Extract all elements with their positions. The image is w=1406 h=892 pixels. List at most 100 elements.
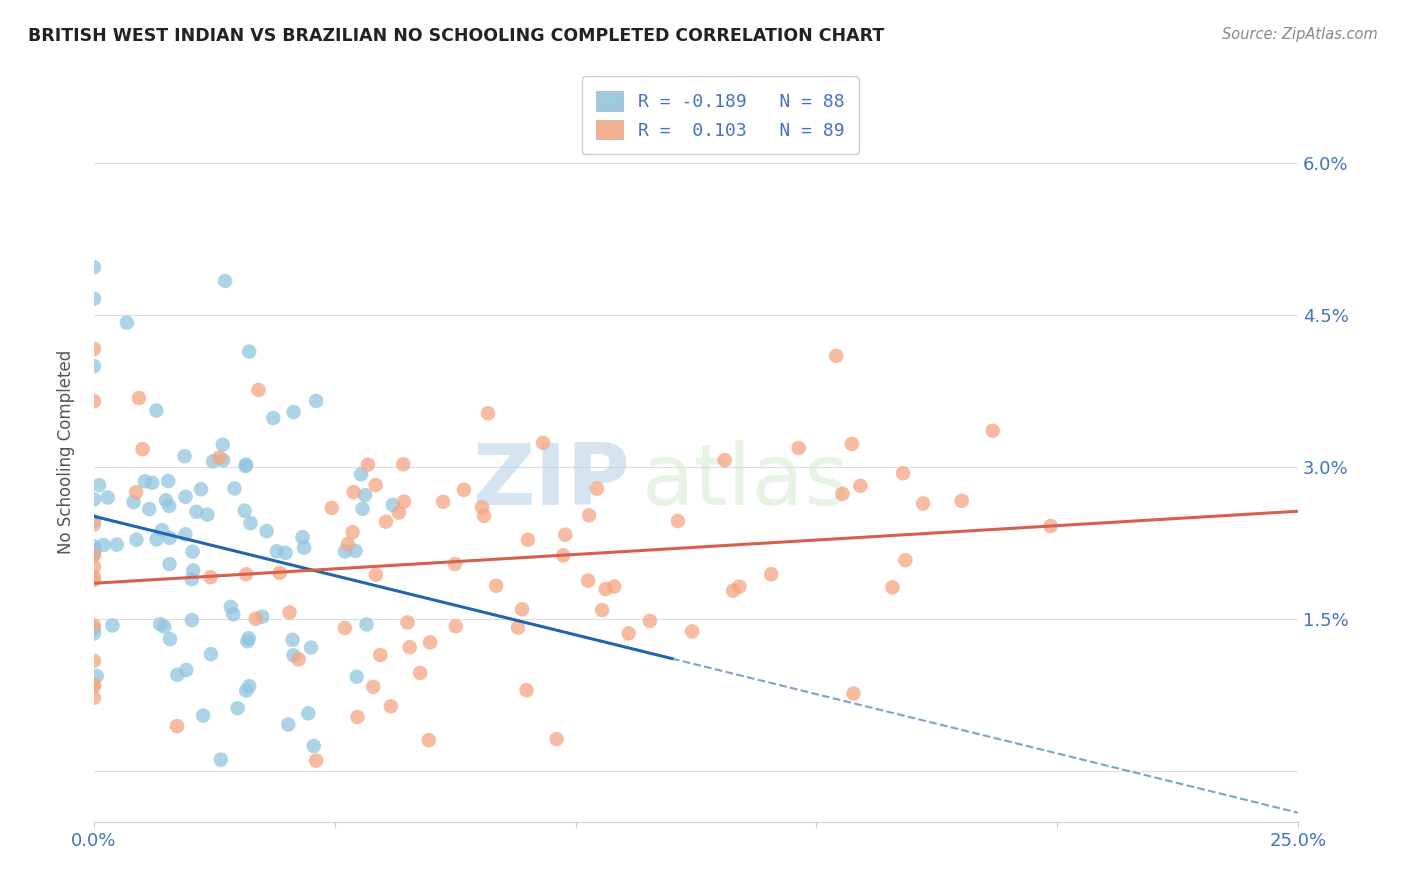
- Brazilians: [825, 349, 848, 363]
- Text: BRITISH WEST INDIAN VS BRAZILIAN NO SCHOOLING COMPLETED CORRELATION CHART: BRITISH WEST INDIAN VS BRAZILIAN NO SCHO…: [28, 27, 884, 45]
- Brazilians: [333, 621, 356, 635]
- British West Indians: [352, 501, 374, 516]
- British West Indians: [354, 488, 377, 502]
- British West Indians: [180, 613, 202, 627]
- British West Indians: [350, 467, 373, 482]
- Brazilians: [516, 533, 538, 547]
- Brazilians: [346, 710, 368, 724]
- British West Indians: [181, 544, 204, 558]
- Brazilians: [842, 687, 865, 701]
- British West Indians: [105, 537, 128, 551]
- Brazilians: [506, 621, 529, 635]
- British West Indians: [226, 701, 249, 715]
- British West Indians: [291, 530, 314, 544]
- Brazilians: [83, 679, 105, 693]
- British West Indians: [125, 533, 148, 547]
- Brazilians: [83, 690, 105, 705]
- Brazilians: [603, 580, 626, 594]
- British West Indians: [115, 316, 138, 330]
- British West Indians: [157, 499, 180, 513]
- British West Indians: [166, 668, 188, 682]
- Brazilians: [477, 406, 499, 420]
- Brazilians: [125, 485, 148, 500]
- British West Indians: [238, 679, 260, 693]
- Brazilians: [516, 683, 538, 698]
- Brazilians: [981, 424, 1004, 438]
- British West Indians: [344, 544, 367, 558]
- British West Indians: [235, 458, 257, 472]
- British West Indians: [86, 669, 108, 683]
- Brazilians: [83, 654, 105, 668]
- British West Indians: [101, 618, 124, 632]
- Brazilians: [131, 442, 153, 456]
- Brazilians: [578, 508, 600, 523]
- British West Indians: [159, 632, 181, 647]
- Brazilians: [713, 453, 735, 467]
- British West Indians: [83, 492, 105, 507]
- Brazilians: [83, 678, 105, 692]
- British West Indians: [214, 274, 236, 288]
- Brazilians: [321, 500, 343, 515]
- British West Indians: [233, 503, 256, 517]
- British West Indians: [235, 458, 257, 473]
- Brazilians: [247, 383, 270, 397]
- Brazilians: [595, 582, 617, 596]
- British West Indians: [200, 647, 222, 661]
- British West Indians: [193, 708, 215, 723]
- Brazilians: [912, 496, 935, 510]
- British West Indians: [239, 516, 262, 530]
- Brazilians: [287, 652, 309, 666]
- British West Indians: [346, 670, 368, 684]
- Brazilians: [510, 602, 533, 616]
- Brazilians: [83, 394, 105, 409]
- Brazilians: [357, 458, 380, 472]
- Text: Source: ZipAtlas.com: Source: ZipAtlas.com: [1222, 27, 1378, 42]
- British West Indians: [250, 609, 273, 624]
- British West Indians: [97, 491, 120, 505]
- Brazilians: [166, 719, 188, 733]
- British West Indians: [297, 706, 319, 721]
- Brazilians: [245, 612, 267, 626]
- Brazilians: [576, 574, 599, 588]
- British West Indians: [83, 514, 105, 528]
- British West Indians: [283, 405, 305, 419]
- Brazilians: [728, 580, 751, 594]
- British West Indians: [87, 478, 110, 492]
- Brazilians: [617, 626, 640, 640]
- Brazilians: [638, 614, 661, 628]
- Brazilians: [83, 548, 105, 562]
- British West Indians: [141, 475, 163, 490]
- British West Indians: [197, 508, 219, 522]
- British West Indians: [211, 437, 233, 451]
- Brazilians: [831, 487, 853, 501]
- British West Indians: [381, 498, 404, 512]
- Brazilians: [269, 566, 291, 580]
- Brazilians: [83, 570, 105, 584]
- British West Indians: [145, 403, 167, 417]
- Brazilians: [586, 482, 609, 496]
- Brazilians: [554, 527, 576, 541]
- British West Indians: [83, 359, 105, 374]
- Brazilians: [453, 483, 475, 497]
- Brazilians: [894, 553, 917, 567]
- British West Indians: [181, 564, 204, 578]
- Brazilians: [396, 615, 419, 630]
- Brazilians: [950, 493, 973, 508]
- British West Indians: [238, 344, 260, 359]
- Brazilians: [364, 567, 387, 582]
- British West Indians: [292, 541, 315, 555]
- Brazilians: [418, 733, 440, 747]
- Brazilians: [1039, 519, 1062, 533]
- British West Indians: [174, 663, 197, 677]
- Brazilians: [392, 457, 415, 471]
- Brazilians: [128, 391, 150, 405]
- Brazilians: [787, 441, 810, 455]
- British West Indians: [145, 533, 167, 547]
- British West Indians: [138, 502, 160, 516]
- British West Indians: [302, 739, 325, 753]
- Brazilians: [336, 537, 359, 551]
- British West Indians: [281, 632, 304, 647]
- Brazilians: [721, 583, 744, 598]
- Brazilians: [591, 603, 613, 617]
- British West Indians: [277, 717, 299, 731]
